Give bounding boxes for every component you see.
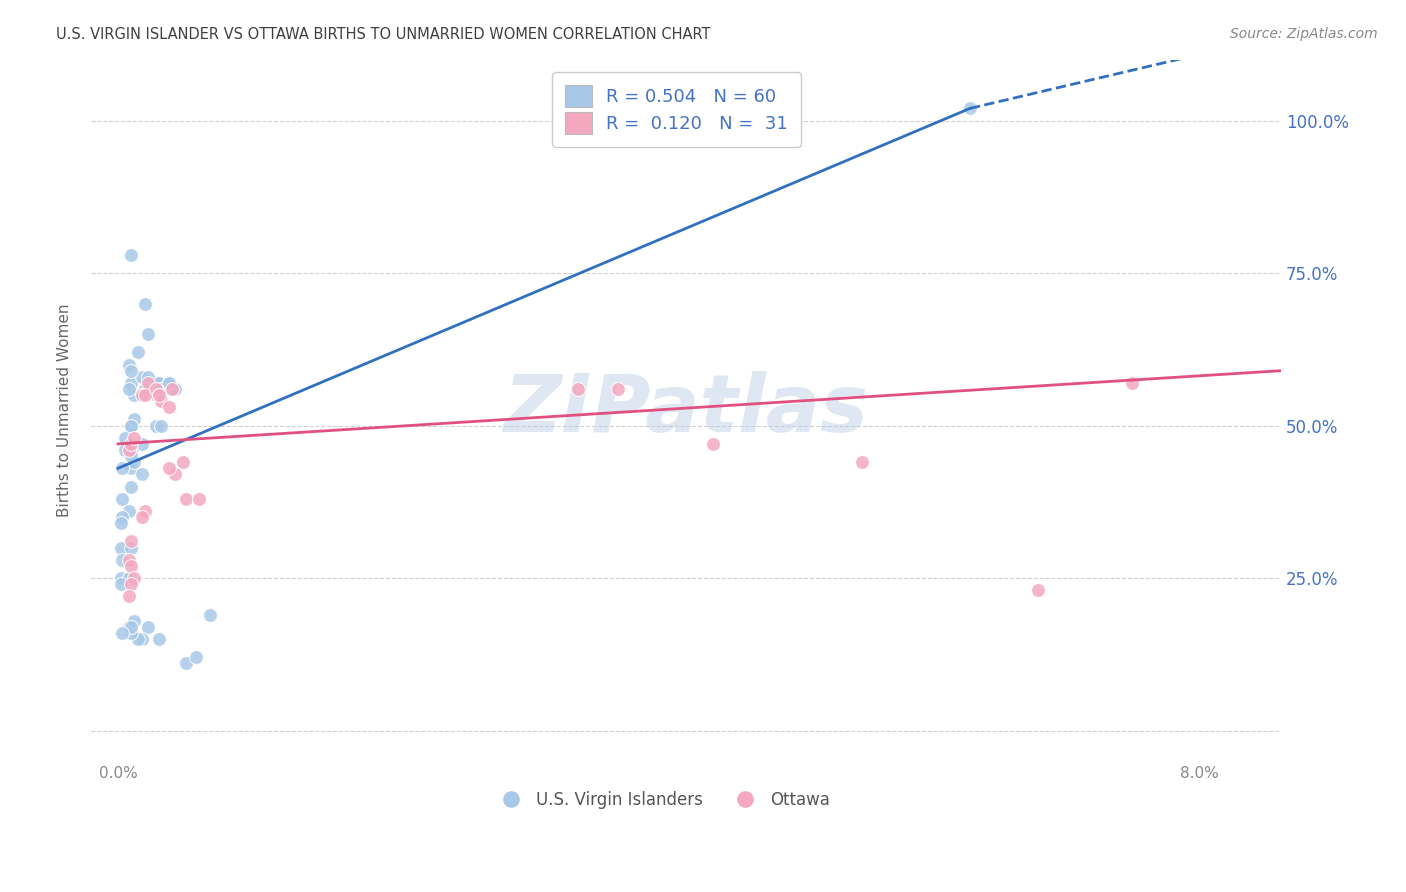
Point	[111, 626, 134, 640]
Point	[186, 650, 208, 665]
Point	[122, 412, 145, 426]
Point	[150, 394, 173, 409]
Point	[134, 388, 156, 402]
Point	[607, 382, 630, 396]
Point	[118, 590, 141, 604]
Point	[174, 491, 197, 506]
Point	[148, 632, 170, 646]
Point	[121, 248, 143, 262]
Point	[959, 102, 981, 116]
Point	[118, 620, 141, 634]
Point	[157, 401, 180, 415]
Point	[122, 431, 145, 445]
Point	[145, 382, 167, 396]
Point	[134, 504, 156, 518]
Point	[150, 418, 173, 433]
Point	[118, 382, 141, 396]
Point	[702, 437, 724, 451]
Point	[851, 455, 873, 469]
Point	[118, 553, 141, 567]
Point	[121, 418, 143, 433]
Point	[145, 388, 167, 402]
Point	[121, 577, 143, 591]
Point	[110, 571, 132, 585]
Point	[150, 382, 173, 396]
Text: Source: ZipAtlas.com: Source: ZipAtlas.com	[1230, 27, 1378, 41]
Point	[157, 376, 180, 390]
Point	[111, 491, 134, 506]
Point	[118, 442, 141, 457]
Point	[118, 504, 141, 518]
Point	[157, 376, 180, 390]
Point	[121, 626, 143, 640]
Point	[134, 382, 156, 396]
Point	[110, 541, 132, 555]
Point	[122, 455, 145, 469]
Point	[131, 632, 153, 646]
Point	[136, 327, 159, 342]
Point	[131, 369, 153, 384]
Y-axis label: Births to Unmarried Women: Births to Unmarried Women	[58, 303, 72, 517]
Point	[131, 388, 153, 402]
Text: U.S. VIRGIN ISLANDER VS OTTAWA BIRTHS TO UNMARRIED WOMEN CORRELATION CHART: U.S. VIRGIN ISLANDER VS OTTAWA BIRTHS TO…	[56, 27, 711, 42]
Point	[157, 461, 180, 475]
Point	[121, 480, 143, 494]
Point	[121, 541, 143, 555]
Point	[148, 388, 170, 402]
Legend: U.S. Virgin Islanders, Ottawa: U.S. Virgin Islanders, Ottawa	[488, 785, 837, 816]
Point	[121, 461, 143, 475]
Point	[118, 571, 141, 585]
Point	[121, 418, 143, 433]
Point	[172, 455, 194, 469]
Point	[136, 376, 159, 390]
Point	[121, 449, 143, 463]
Point	[121, 442, 143, 457]
Point	[110, 516, 132, 531]
Point	[121, 376, 143, 390]
Point	[134, 296, 156, 310]
Point	[121, 558, 143, 573]
Point	[121, 620, 143, 634]
Point	[148, 376, 170, 390]
Point	[118, 358, 141, 372]
Point	[114, 431, 136, 445]
Point	[122, 571, 145, 585]
Point	[122, 388, 145, 402]
Point	[121, 534, 143, 549]
Point	[111, 461, 134, 475]
Point	[111, 510, 134, 524]
Point	[163, 467, 186, 482]
Point	[145, 418, 167, 433]
Point	[121, 437, 143, 451]
Point	[157, 376, 180, 390]
Point	[114, 442, 136, 457]
Point	[188, 491, 211, 506]
Point	[567, 382, 589, 396]
Point	[127, 345, 149, 359]
Point	[121, 364, 143, 378]
Point	[131, 510, 153, 524]
Point	[148, 388, 170, 402]
Point	[111, 553, 134, 567]
Point	[136, 620, 159, 634]
Text: ZIPatlas: ZIPatlas	[503, 371, 869, 450]
Point	[198, 607, 221, 622]
Point	[148, 376, 170, 390]
Point	[160, 382, 183, 396]
Point	[121, 418, 143, 433]
Point	[136, 369, 159, 384]
Point	[131, 437, 153, 451]
Point	[174, 657, 197, 671]
Point	[163, 382, 186, 396]
Point	[127, 632, 149, 646]
Point	[160, 382, 183, 396]
Point	[1121, 376, 1143, 390]
Point	[1026, 583, 1049, 598]
Point	[110, 577, 132, 591]
Point	[131, 467, 153, 482]
Point	[122, 614, 145, 628]
